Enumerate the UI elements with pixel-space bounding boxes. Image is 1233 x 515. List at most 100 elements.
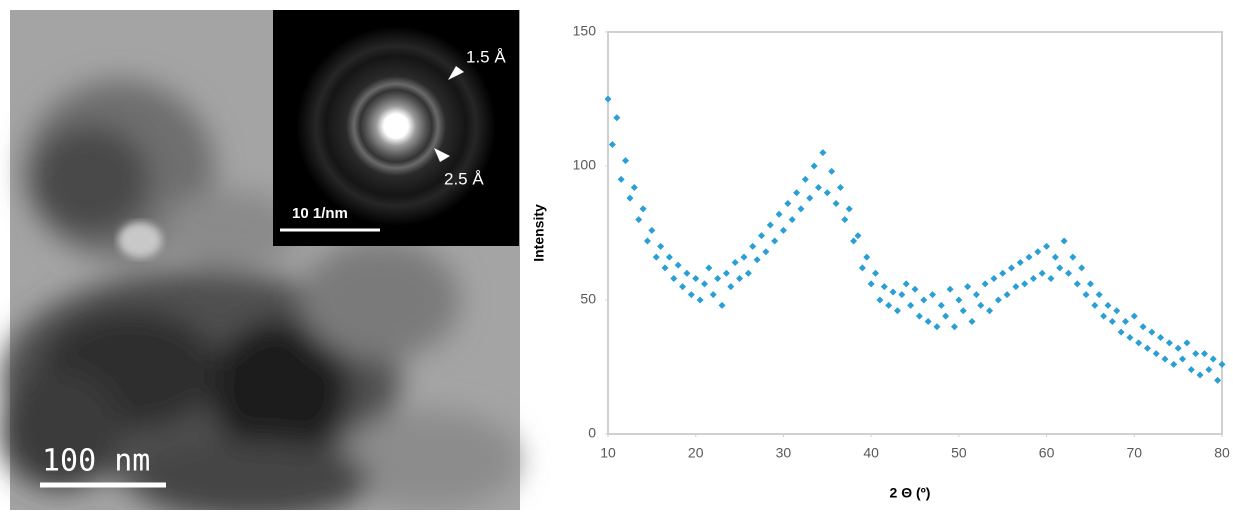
data-point xyxy=(683,270,690,277)
data-point xyxy=(1096,291,1103,298)
data-point xyxy=(1157,334,1164,341)
y-tick-label: 150 xyxy=(573,23,597,39)
data-point xyxy=(912,286,919,293)
data-point xyxy=(1008,264,1015,271)
data-point xyxy=(1135,339,1142,346)
data-point xyxy=(1061,238,1068,245)
data-point xyxy=(890,288,897,295)
data-point xyxy=(740,254,747,261)
data-point xyxy=(762,248,769,255)
data-point xyxy=(942,313,949,320)
x-tick-label: 20 xyxy=(688,445,704,461)
data-point xyxy=(1026,254,1033,261)
data-point xyxy=(903,280,910,287)
data-point xyxy=(635,216,642,223)
data-point xyxy=(780,227,787,234)
data-point xyxy=(1131,313,1138,320)
data-point xyxy=(1109,318,1116,325)
data-point xyxy=(982,280,989,287)
data-point xyxy=(622,157,629,164)
data-point xyxy=(648,227,655,234)
plot-area xyxy=(608,32,1222,434)
data-point xyxy=(1012,283,1019,290)
data-point xyxy=(640,205,647,212)
data-point xyxy=(784,200,791,207)
data-point xyxy=(1140,323,1147,330)
data-point xyxy=(1166,339,1173,346)
data-point xyxy=(811,163,818,170)
data-point xyxy=(1113,307,1120,314)
data-point xyxy=(1030,275,1037,282)
data-point xyxy=(1034,248,1041,255)
data-point xyxy=(1122,318,1129,325)
data-point xyxy=(1087,280,1094,287)
data-point xyxy=(666,254,673,261)
data-point xyxy=(960,307,967,314)
data-point xyxy=(793,189,800,196)
data-point xyxy=(789,216,796,223)
data-point xyxy=(925,318,932,325)
data-point xyxy=(846,205,853,212)
data-point xyxy=(705,264,712,271)
data-point xyxy=(1100,313,1107,320)
data-point xyxy=(824,189,831,196)
data-point xyxy=(955,297,962,304)
data-point xyxy=(885,302,892,309)
data-point xyxy=(675,262,682,269)
data-point xyxy=(1047,275,1054,282)
data-point xyxy=(898,291,905,298)
data-point xyxy=(1021,280,1028,287)
data-point xyxy=(986,307,993,314)
data-point xyxy=(1161,355,1168,362)
data-point xyxy=(990,275,997,282)
data-point xyxy=(1017,259,1024,266)
data-point xyxy=(776,211,783,218)
data-point xyxy=(1210,355,1217,362)
scale-label: 100 nm xyxy=(42,444,150,479)
data-point xyxy=(618,176,625,183)
y-axis-label: Intensity xyxy=(531,204,547,262)
data-point xyxy=(916,313,923,320)
data-point xyxy=(657,243,664,250)
data-point xyxy=(745,270,752,277)
data-point xyxy=(973,291,980,298)
data-point xyxy=(719,302,726,309)
data-point xyxy=(977,302,984,309)
x-tick-label: 50 xyxy=(951,445,967,461)
data-point xyxy=(929,291,936,298)
data-point xyxy=(1069,254,1076,261)
x-tick-label: 40 xyxy=(863,445,879,461)
data-point xyxy=(644,238,651,245)
data-point xyxy=(828,168,835,175)
data-point xyxy=(1188,366,1195,373)
data-point xyxy=(995,297,1002,304)
data-point xyxy=(697,297,704,304)
x-tick-label: 80 xyxy=(1214,445,1230,461)
tem-image: 1.5 Å 2.5 Å 10 1/nm 100 nm xyxy=(0,10,520,510)
data-point xyxy=(1144,345,1151,352)
data-point xyxy=(749,243,756,250)
data-point xyxy=(1126,334,1133,341)
data-point xyxy=(802,176,809,183)
scale-label: 10 1/nm xyxy=(292,205,348,222)
data-point xyxy=(806,195,813,202)
data-point xyxy=(653,254,660,261)
data-point xyxy=(868,280,875,287)
data-point xyxy=(933,323,940,330)
data-point xyxy=(1197,372,1204,379)
data-point xyxy=(1148,329,1155,336)
ring-label: 2.5 Å xyxy=(444,169,484,188)
data-point xyxy=(1179,355,1186,362)
data-point xyxy=(833,200,840,207)
data-point xyxy=(679,283,686,290)
data-point xyxy=(723,270,730,277)
data-point xyxy=(1192,350,1199,357)
data-point xyxy=(872,270,879,277)
data-point xyxy=(999,270,1006,277)
data-point xyxy=(688,291,695,298)
data-point xyxy=(1153,350,1160,357)
figure: 1.5 Å 2.5 Å 10 1/nm 100 nm 2 Θ (º) Inten… xyxy=(0,0,1233,510)
data-point xyxy=(863,254,870,261)
data-point xyxy=(938,302,945,309)
y-tick-label: 0 xyxy=(588,425,596,441)
